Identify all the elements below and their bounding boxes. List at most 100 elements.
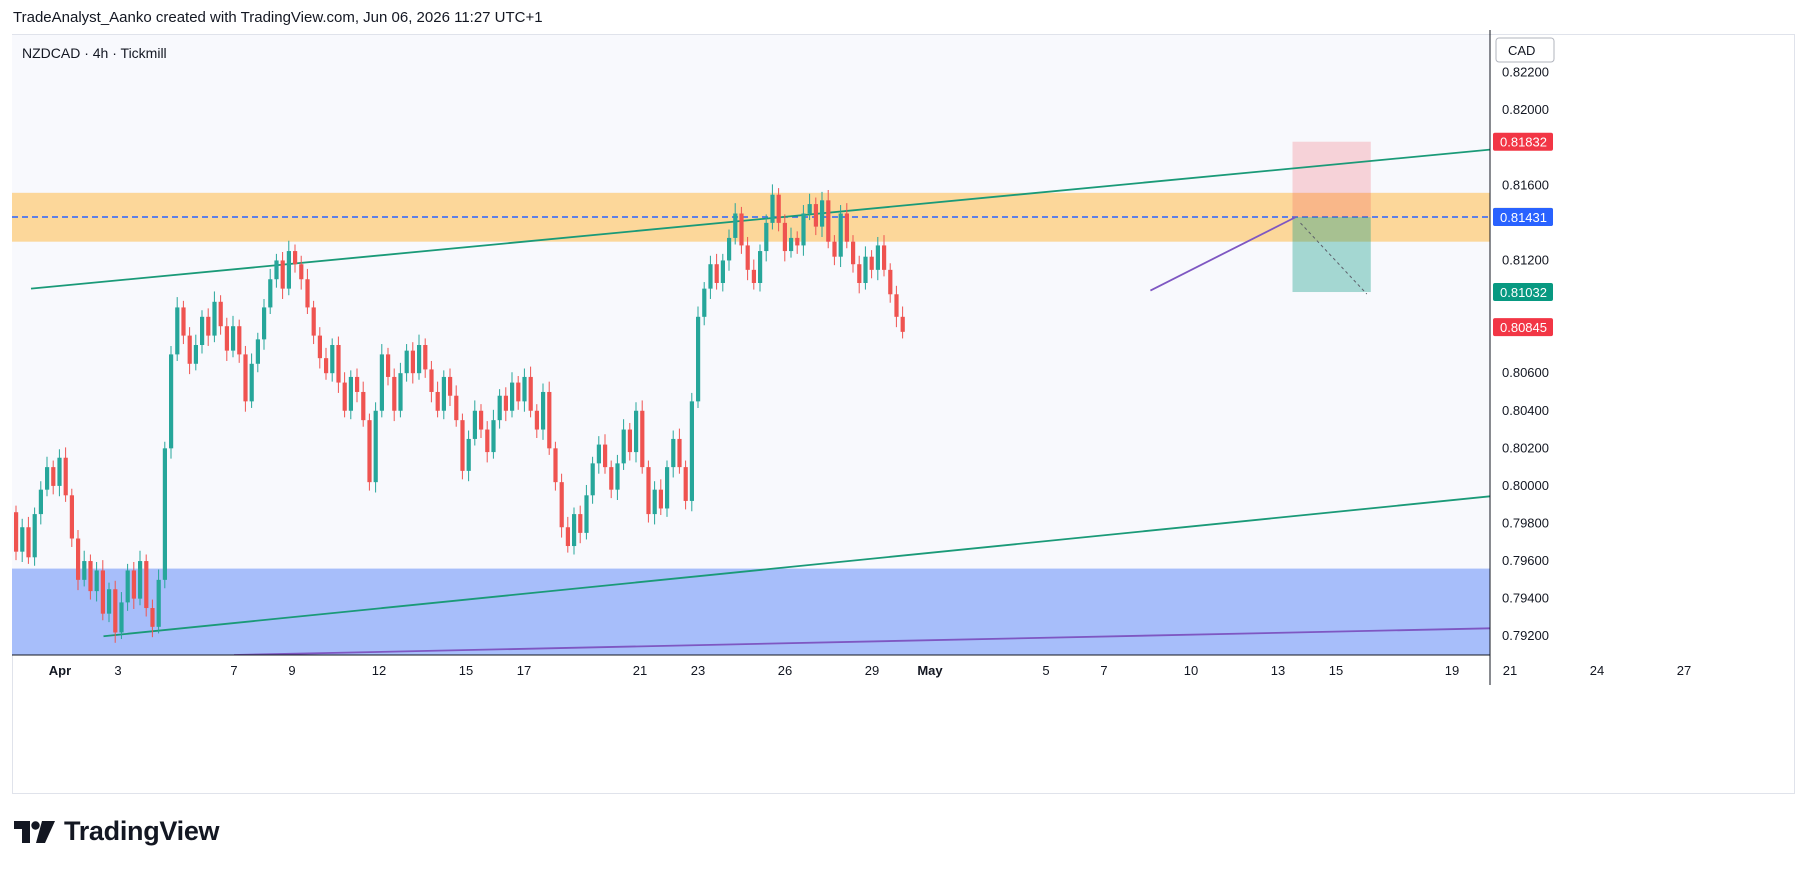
candle-body (268, 279, 273, 308)
x-tick-label: 21 (633, 663, 647, 678)
candle-body (807, 204, 812, 214)
candle-body (454, 395, 459, 421)
candle-body (274, 260, 279, 280)
x-tick-label: 17 (517, 663, 531, 678)
x-tick-label: 5 (1042, 663, 1049, 678)
candle-body (181, 307, 186, 336)
candle-body (379, 354, 384, 411)
candle-body (100, 570, 105, 614)
candle-body (14, 512, 19, 552)
purple-bottom (233, 627, 1490, 655)
candle-body (398, 373, 403, 411)
candle-body (342, 382, 347, 411)
candle-body (448, 376, 453, 396)
candle-body (863, 256, 868, 283)
y-tick-label: 0.81600 (1502, 177, 1549, 192)
candle-body (516, 382, 521, 402)
candle-body (503, 395, 508, 411)
candle-body (857, 264, 862, 283)
candle-body (206, 316, 211, 336)
currency-label: CAD (1508, 43, 1535, 58)
candle-body (596, 444, 601, 464)
candle-body (423, 345, 428, 370)
candle-body (652, 489, 657, 515)
x-tick-label: 19 (1445, 663, 1459, 678)
candle-body (671, 438, 676, 468)
candle-body (144, 561, 149, 609)
candle-body (125, 570, 130, 603)
candle-body (38, 489, 43, 515)
candle-body (63, 457, 68, 496)
candle-body (51, 467, 56, 486)
price-label: 0.81431 (1500, 210, 1547, 225)
candle-body (262, 307, 267, 340)
candle-body (417, 345, 422, 374)
candle-body (299, 264, 304, 280)
candle-body (212, 301, 217, 336)
support-zone (12, 568, 1490, 655)
candle-body (640, 410, 645, 468)
candle-body (510, 382, 515, 411)
price-label-box (1493, 132, 1553, 151)
candle-body (280, 260, 285, 289)
tradingview-brand[interactable]: TradingView (14, 816, 220, 847)
x-tick-label: 7 (230, 663, 237, 678)
candle-body (317, 335, 322, 359)
currency-box (1495, 37, 1555, 63)
candle-body (311, 307, 316, 336)
candle-body (764, 222, 769, 252)
candle-body (224, 326, 229, 351)
candle-body (373, 410, 378, 483)
candle-body (646, 467, 651, 515)
x-tick-label: 29 (865, 663, 879, 678)
candle-body (826, 200, 831, 242)
candle-body (45, 467, 50, 490)
candle-body (689, 401, 694, 501)
candle-body (844, 213, 849, 242)
candle-body (541, 391, 546, 430)
price-label-box (1493, 283, 1553, 302)
candle-body (324, 358, 329, 374)
x-tick-label: 23 (691, 663, 705, 678)
candle-body (218, 301, 223, 327)
candle-body (237, 326, 242, 355)
symbol-info[interactable]: NZDCAD · 4h · Tickmill (22, 45, 167, 61)
candle-body (69, 495, 74, 539)
x-tick-label: 26 (778, 663, 792, 678)
candle-body (193, 345, 198, 364)
candle-body (361, 391, 366, 421)
candle-body (528, 376, 533, 411)
y-tick-label: 0.82000 (1502, 102, 1549, 117)
candle-body (615, 463, 620, 490)
x-tick-label: 9 (288, 663, 295, 678)
candle-body (138, 561, 143, 599)
candle-body (169, 354, 174, 449)
candle-body (547, 391, 552, 449)
tradingview-logo-icon (14, 820, 55, 843)
candle-body (156, 579, 161, 627)
position-tool (1292, 141, 1371, 295)
candle-body (249, 363, 254, 402)
candle-body (20, 527, 25, 552)
candle-body (813, 204, 818, 227)
y-tick-label: 0.80600 (1502, 365, 1549, 380)
candle-body (590, 463, 595, 496)
candle-body (584, 495, 589, 533)
candle-body (758, 251, 763, 283)
x-tick-label: Apr (49, 663, 71, 678)
candle-body (162, 448, 167, 580)
candle-body (739, 213, 744, 246)
candle-body (751, 269, 756, 283)
price-label-box (1493, 318, 1553, 337)
candle-body (745, 245, 750, 270)
candle-body (782, 222, 787, 252)
candle-body (200, 316, 205, 345)
y-tick-label: 0.80200 (1502, 440, 1549, 455)
candle-body (460, 420, 465, 471)
candle-body (330, 345, 335, 374)
y-tick-label: 0.80000 (1502, 478, 1549, 493)
y-tick-label: 0.79600 (1502, 553, 1549, 568)
candle-body (634, 410, 639, 453)
candle-body (838, 213, 843, 257)
